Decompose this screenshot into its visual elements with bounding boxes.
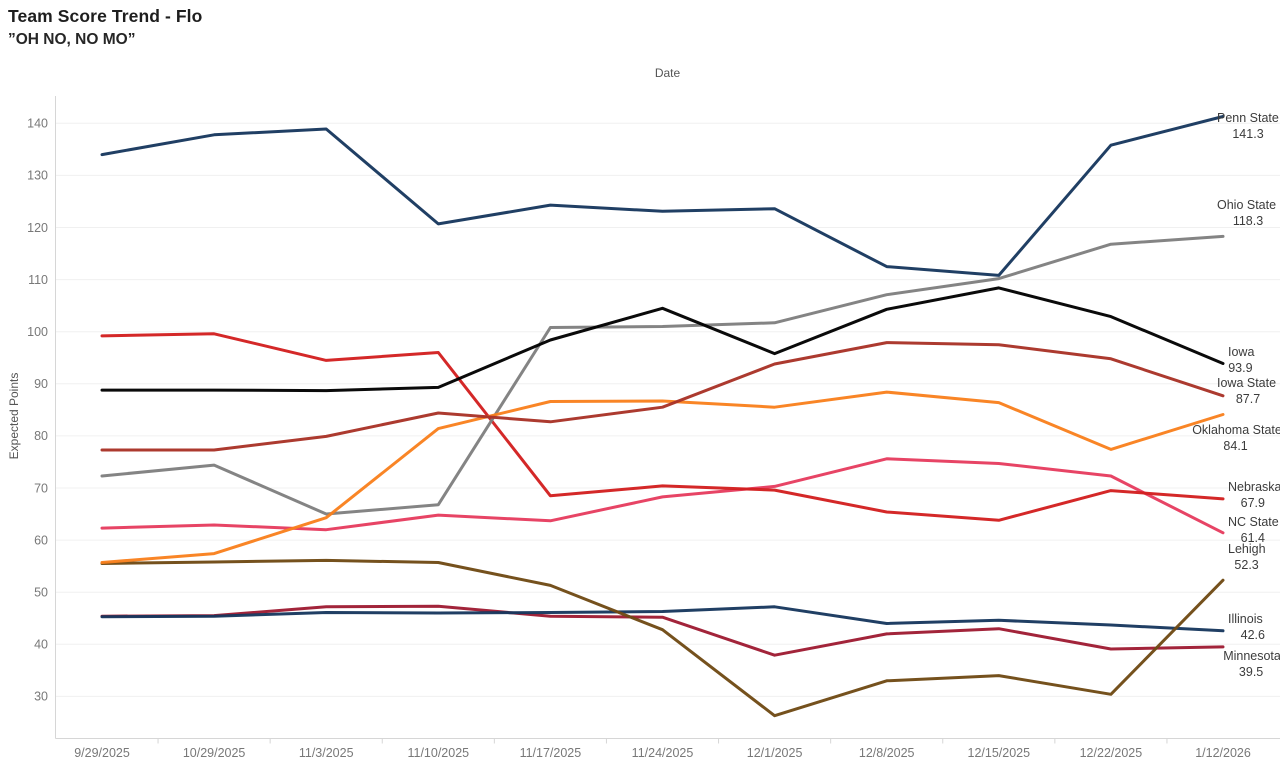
series-value-minnesota[interactable]: 39.5 xyxy=(1239,665,1263,679)
y-tick-label-70: 70 xyxy=(34,481,48,495)
y-tick-label-30: 30 xyxy=(34,690,48,704)
x-tick-label-12-1-2025[interactable]: 12/1/2025 xyxy=(747,746,803,760)
series-value-nebraska[interactable]: 67.9 xyxy=(1241,496,1265,510)
series-value-ohio-state[interactable]: 118.3 xyxy=(1233,214,1263,228)
series-label-iowa-state[interactable]: Iowa State xyxy=(1217,376,1276,390)
y-tick-label-130: 130 xyxy=(27,169,48,183)
x-tick-label-12-15-2025[interactable]: 12/15/2025 xyxy=(968,746,1031,760)
series-value-iowa[interactable]: 93.9 xyxy=(1228,361,1252,375)
series-line-lehigh[interactable] xyxy=(100,558,1225,718)
chart-title: Team Score Trend - Flo xyxy=(8,6,203,26)
x-tick-label-9-29-2025[interactable]: 9/29/2025 xyxy=(74,746,130,760)
x-tick-label-12-8-2025[interactable]: 12/8/2025 xyxy=(859,746,915,760)
x-tick-label-11-3-2025[interactable]: 11/3/2025 xyxy=(299,746,354,760)
series-line-iowa-state[interactable] xyxy=(100,341,1225,452)
series-label-nc-state[interactable]: NC State xyxy=(1228,515,1279,529)
series-value-iowa-state[interactable]: 87.7 xyxy=(1236,392,1260,406)
series-label-nebraska[interactable]: Nebraska xyxy=(1228,480,1280,494)
series-value-penn-state[interactable]: 141.3 xyxy=(1232,127,1263,141)
x-tick-label-12-22-2025[interactable]: 12/22/2025 xyxy=(1080,746,1143,760)
series-label-illinois[interactable]: Illinois xyxy=(1228,612,1263,626)
series-line-oklahoma-state[interactable] xyxy=(100,390,1225,564)
series-label-ohio-state[interactable]: Ohio State xyxy=(1217,198,1276,212)
series-line-ohio-state[interactable] xyxy=(100,234,1225,516)
series-line-penn-state[interactable] xyxy=(100,115,1225,277)
series-line-iowa[interactable] xyxy=(100,286,1225,393)
series-label-iowa[interactable]: Iowa xyxy=(1228,345,1254,359)
y-tick-label-60: 60 xyxy=(34,533,48,547)
series-line-nebraska[interactable] xyxy=(100,332,1225,522)
series-value-illinois[interactable]: 42.6 xyxy=(1241,628,1265,642)
y-tick-label-140: 140 xyxy=(27,117,48,131)
x-tick-label-11-24-2025[interactable]: 11/24/2025 xyxy=(632,746,694,760)
x-tick-label-11-10-2025[interactable]: 11/10/2025 xyxy=(407,746,469,760)
series-line-minnesota[interactable] xyxy=(100,604,1225,657)
series-label-minnesota[interactable]: Minnesota xyxy=(1223,649,1280,663)
x-tick-label-11-17-2025[interactable]: 11/17/2025 xyxy=(520,746,582,760)
series-label-oklahoma-state[interactable]: Oklahoma State xyxy=(1192,423,1280,437)
y-tick-label-40: 40 xyxy=(34,638,48,652)
y-tick-label-80: 80 xyxy=(34,429,48,443)
y-tick-label-120: 120 xyxy=(27,221,48,235)
series-value-nc-state[interactable]: 61.4 xyxy=(1241,531,1265,545)
series-label-lehigh[interactable]: Lehigh xyxy=(1228,542,1266,556)
y-tick-label-90: 90 xyxy=(34,377,48,391)
series-value-oklahoma-state[interactable]: 84.1 xyxy=(1223,439,1247,453)
series-line-nc-state[interactable] xyxy=(100,457,1225,535)
y-tick-label-110: 110 xyxy=(28,273,48,287)
series-line-illinois[interactable] xyxy=(100,605,1225,633)
series-value-lehigh[interactable]: 52.3 xyxy=(1234,558,1258,572)
x-tick-label-1-12-2026[interactable]: 1/12/2026 xyxy=(1195,746,1251,760)
x-axis-title: Date xyxy=(654,66,681,80)
chart-subtitle: ”OH NO, NO MO” xyxy=(8,31,136,48)
y-tick-label-100: 100 xyxy=(27,325,48,339)
y-tick-label-50: 50 xyxy=(34,586,48,600)
series-label-penn-state[interactable]: Penn State xyxy=(1217,111,1279,125)
x-tick-label-10-29-2025[interactable]: 10/29/2025 xyxy=(183,746,246,760)
